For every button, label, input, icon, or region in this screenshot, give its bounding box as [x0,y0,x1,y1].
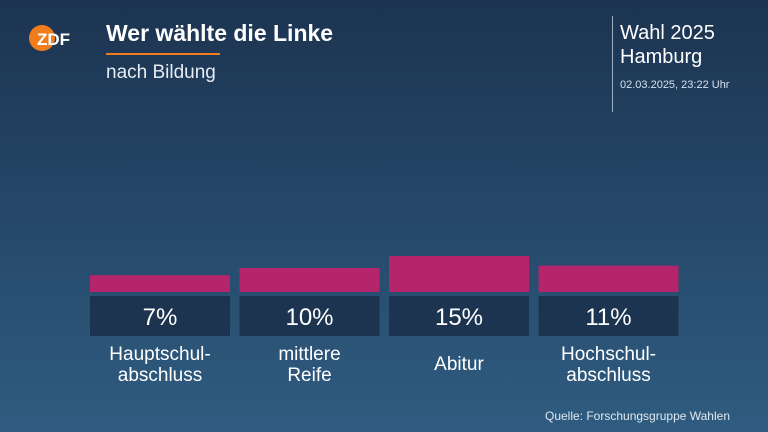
bar-1 [239,268,380,292]
category-label-2-line-0: Abitur [434,354,484,375]
election-name: Wahl 2025 [620,22,715,44]
chart-subtitle: nach Bildung [106,62,216,83]
value-label-0: 7% [143,304,178,331]
value-box-3 [538,296,679,336]
bar-0 [90,275,230,292]
value-box-2 [389,296,529,336]
value-label-1: 10% [285,304,333,331]
zdf-logo: ZDF [29,25,70,51]
category-label-0-line-0: Hauptschul- [109,344,210,365]
chart-title: Wer wählte die Linke [106,20,334,46]
category-label-3-line-1: abschluss [566,365,651,386]
value-label-3: 11% [585,304,631,331]
timestamp: 02.03.2025, 23:22 Uhr [620,79,730,91]
category-label-1-line-1: Reife [287,365,331,386]
category-label-0-line-1: abschluss [118,365,203,386]
source-note: Quelle: Forschungsgruppe Wahlen [545,409,730,423]
value-box-0 [90,296,230,336]
election-info: Wahl 2025 Hamburg [620,21,715,69]
value-label-2: 15% [435,304,483,331]
election-region: Hamburg [620,46,703,68]
bar-3 [538,265,679,292]
category-label-3-line-0: Hochschul- [561,344,656,365]
bar-2 [389,256,529,292]
header-divider [612,16,613,112]
logo-text: ZDF [37,30,70,49]
category-label-1-line-0: mittlere [278,344,340,365]
title-underline [106,53,220,55]
value-box-1 [239,296,380,336]
